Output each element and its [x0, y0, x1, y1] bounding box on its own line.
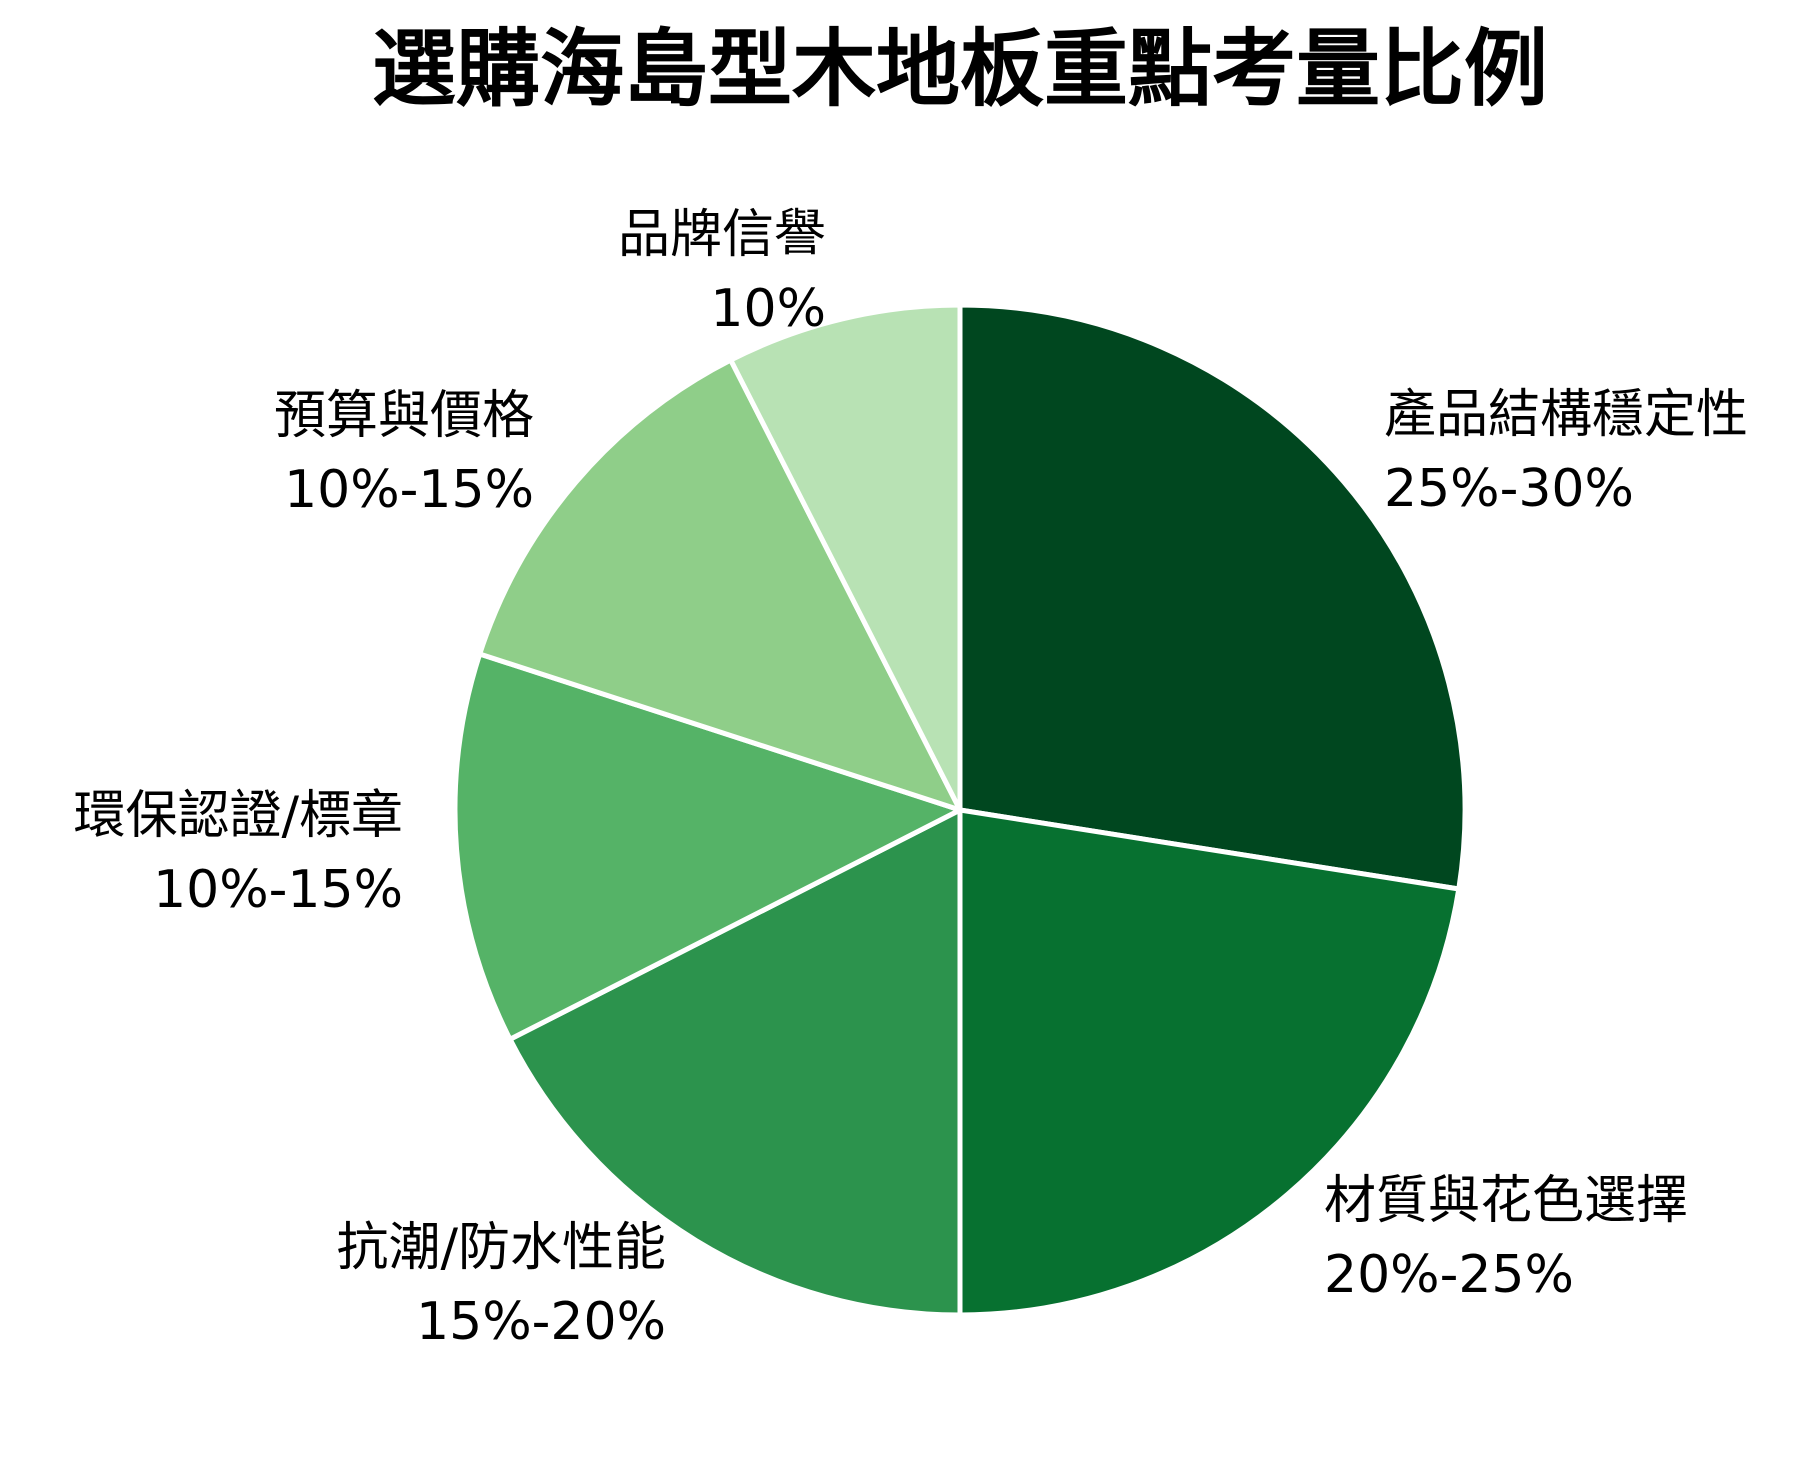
- pie-slice: [957, 302, 1468, 892]
- slice-value-label: 10%-15%: [153, 860, 403, 920]
- slice-labels: 產品結構穩定性 25%-30% 材質與花色選擇 20%-25% 抗潮/防水性能 15%-2…: [73, 205, 1748, 1352]
- slice-value-label: 20%-25%: [1324, 1245, 1574, 1305]
- slice-value-label: 15%-20%: [416, 1292, 666, 1352]
- pie-slice: [477, 357, 963, 813]
- pie-slices: [452, 302, 1468, 1318]
- pie-slice: [452, 651, 963, 1042]
- slice-label: 產品結構穩定性: [1384, 385, 1748, 445]
- slice-value-label: 10%: [710, 279, 826, 339]
- pie-slice: [507, 807, 963, 1318]
- pie-slice: [957, 807, 1462, 1318]
- slice-label: 預算與價格: [274, 386, 534, 446]
- chart-title: 選購海島型木地板重點考量比例: [372, 20, 1548, 118]
- slice-value-label: 10%-15%: [284, 460, 534, 520]
- slice-label: 環保認證/標章: [73, 786, 403, 846]
- slice-label: 抗潮/防水性能: [336, 1218, 666, 1278]
- slice-label: 材質與花色選擇: [1324, 1171, 1688, 1231]
- pie-slice: [728, 302, 963, 813]
- slice-value-label: 25%-30%: [1384, 459, 1634, 519]
- slice-label: 品牌信譽: [618, 205, 826, 265]
